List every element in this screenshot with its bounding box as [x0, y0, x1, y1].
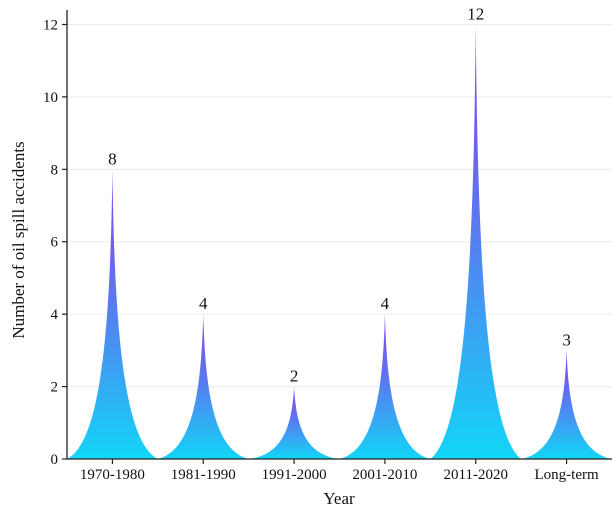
data-label: 3: [562, 330, 571, 349]
data-labels: 8 4 2 4 12 3: [108, 4, 571, 385]
data-label: 12: [467, 4, 484, 23]
grid-lines: [67, 23, 612, 460]
spike-1970-1980: [67, 169, 158, 460]
spike-2011-2020: [430, 24, 522, 459]
x-tick-labels: 1970-1980 1981-1990 1991-2000 2001-2010 2011…: [80, 467, 599, 483]
x-tick-label: 2011-2020: [444, 467, 508, 483]
x-tick-label: 1991-2000: [262, 467, 327, 483]
spike-long-term: [521, 350, 612, 459]
spike-2001-2010: [339, 314, 431, 459]
data-label: 2: [290, 367, 299, 386]
y-tick-label: 8: [51, 162, 59, 178]
y-tick-label: 2: [51, 380, 59, 396]
y-tick-label: 4: [51, 307, 59, 323]
x-tick-label: 2001-2010: [352, 467, 417, 483]
y-tick-labels: 0 2 4 6 8 10 12: [43, 17, 59, 468]
data-label: 4: [381, 294, 390, 313]
x-tick-label: 1970-1980: [80, 467, 145, 483]
spike-1981-1990: [157, 314, 249, 459]
spike-1991-2000: [248, 386, 340, 459]
y-tick-label: 12: [43, 17, 58, 33]
y-tick-label: 6: [51, 235, 59, 251]
data-label: 4: [199, 294, 208, 313]
x-axis-title: Year: [323, 489, 355, 508]
y-tick-label: 0: [51, 452, 59, 468]
data-label: 8: [108, 149, 117, 168]
spike-series: [67, 24, 612, 460]
y-axis-title: Number of oil spill accidents: [9, 141, 28, 338]
x-tick-label: Long-term: [535, 467, 599, 483]
x-tick-label: 1981-1990: [171, 467, 236, 483]
y-tick-label: 10: [43, 90, 58, 106]
axes: [62, 10, 612, 464]
